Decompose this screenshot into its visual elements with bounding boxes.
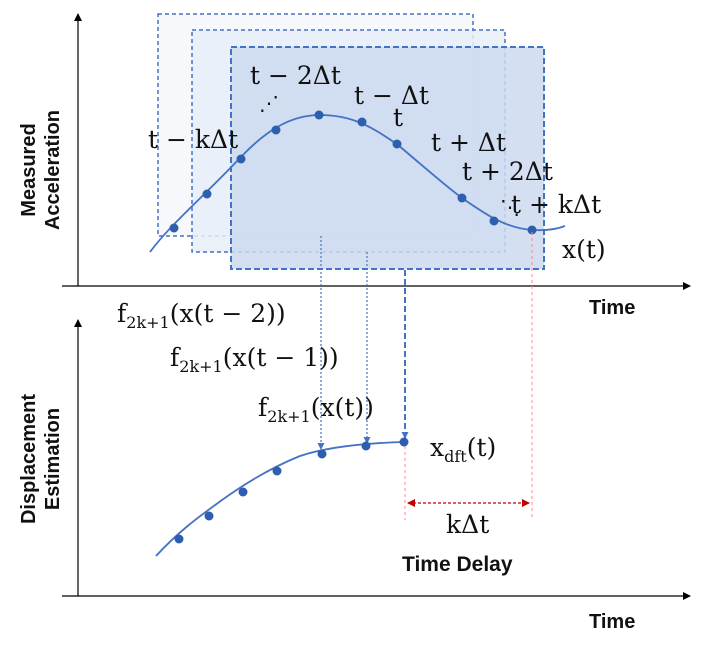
estimate-point bbox=[272, 466, 282, 476]
top-ylabel-line2: Acceleration bbox=[42, 110, 64, 230]
sample-point bbox=[236, 154, 246, 164]
curve-label-xt: x(t) bbox=[562, 235, 606, 264]
top-sample-points bbox=[169, 110, 537, 235]
sample-point bbox=[489, 216, 499, 226]
f1-sub: 2k+1 bbox=[126, 313, 169, 332]
f1-base: f bbox=[117, 299, 128, 328]
top-y-axis-label: Measured Acceleration bbox=[18, 110, 64, 230]
bottom-sample-points bbox=[174, 437, 409, 544]
sample-point bbox=[314, 110, 324, 120]
f2-base: f bbox=[170, 343, 181, 372]
sample-point bbox=[202, 189, 212, 199]
acceleration-curve bbox=[149, 114, 566, 253]
estimate-point bbox=[238, 487, 248, 497]
bottom-y-axis-label: Displacement Estimation bbox=[18, 394, 64, 524]
label-t-plus-dt: t + Δt bbox=[431, 128, 506, 157]
sample-point bbox=[357, 117, 367, 127]
label-t-minus-dt: t − Δt bbox=[354, 81, 429, 110]
f2-sub: 2k+1 bbox=[179, 357, 222, 376]
f3-arg: (x(t)) bbox=[311, 393, 374, 422]
label-t: t bbox=[393, 103, 403, 132]
estimate-point bbox=[204, 511, 214, 521]
filter-label-3: f2k+1(x(t)) bbox=[258, 393, 374, 426]
sample-point bbox=[392, 139, 402, 149]
f3-base: f bbox=[258, 393, 269, 422]
label-t-plus-2dt: t + 2Δt bbox=[462, 157, 553, 186]
label-t-minus-kdt: t − kΔt bbox=[148, 125, 238, 154]
estimate-point bbox=[399, 437, 409, 447]
delay-label-kdt: kΔt bbox=[446, 510, 489, 539]
bottom-x-axis-label: Time bbox=[589, 611, 635, 633]
estimate-point bbox=[174, 534, 184, 544]
f2-arg: (x(t − 1)) bbox=[223, 343, 339, 372]
f1-arg: (x(t − 2)) bbox=[170, 299, 286, 328]
filter-label-2: f2k+1(x(t − 1)) bbox=[170, 343, 339, 376]
time-delay-label: Time Delay bbox=[402, 553, 513, 576]
top-x-axis-label: Time bbox=[589, 297, 635, 319]
label-t-plus-kdt: t + kΔt bbox=[511, 190, 601, 219]
sample-point bbox=[169, 223, 179, 233]
svg-text:f2k+1(x(t − 1)): f2k+1(x(t − 1)) bbox=[170, 343, 339, 376]
top-ylabel-line1: Measured bbox=[18, 123, 40, 216]
bottom-ylabel-line1: Displacement bbox=[18, 394, 40, 524]
curve-label-xdft: xdft(t) bbox=[430, 433, 496, 466]
f3-sub: 2k+1 bbox=[267, 407, 310, 426]
estimate-point bbox=[361, 441, 371, 451]
label-dots-right: ⋱ bbox=[500, 195, 520, 219]
filter-label-1: f2k+1(x(t − 2)) bbox=[117, 299, 286, 332]
svg-text:f2k+1(x(t)): f2k+1(x(t)) bbox=[258, 393, 374, 426]
displacement-curve bbox=[155, 441, 405, 557]
estimate-point bbox=[317, 449, 327, 459]
sample-point bbox=[457, 193, 467, 203]
sample-point bbox=[271, 125, 281, 135]
window-3 bbox=[230, 46, 545, 270]
svg-text:f2k+1(x(t − 2)): f2k+1(x(t − 2)) bbox=[117, 299, 286, 332]
bottom-ylabel-line2: Estimation bbox=[42, 408, 64, 510]
label-t-minus-2dt: t − 2Δt bbox=[250, 61, 341, 90]
label-dots-left: ⋰ bbox=[259, 91, 279, 115]
sample-point bbox=[527, 225, 537, 235]
